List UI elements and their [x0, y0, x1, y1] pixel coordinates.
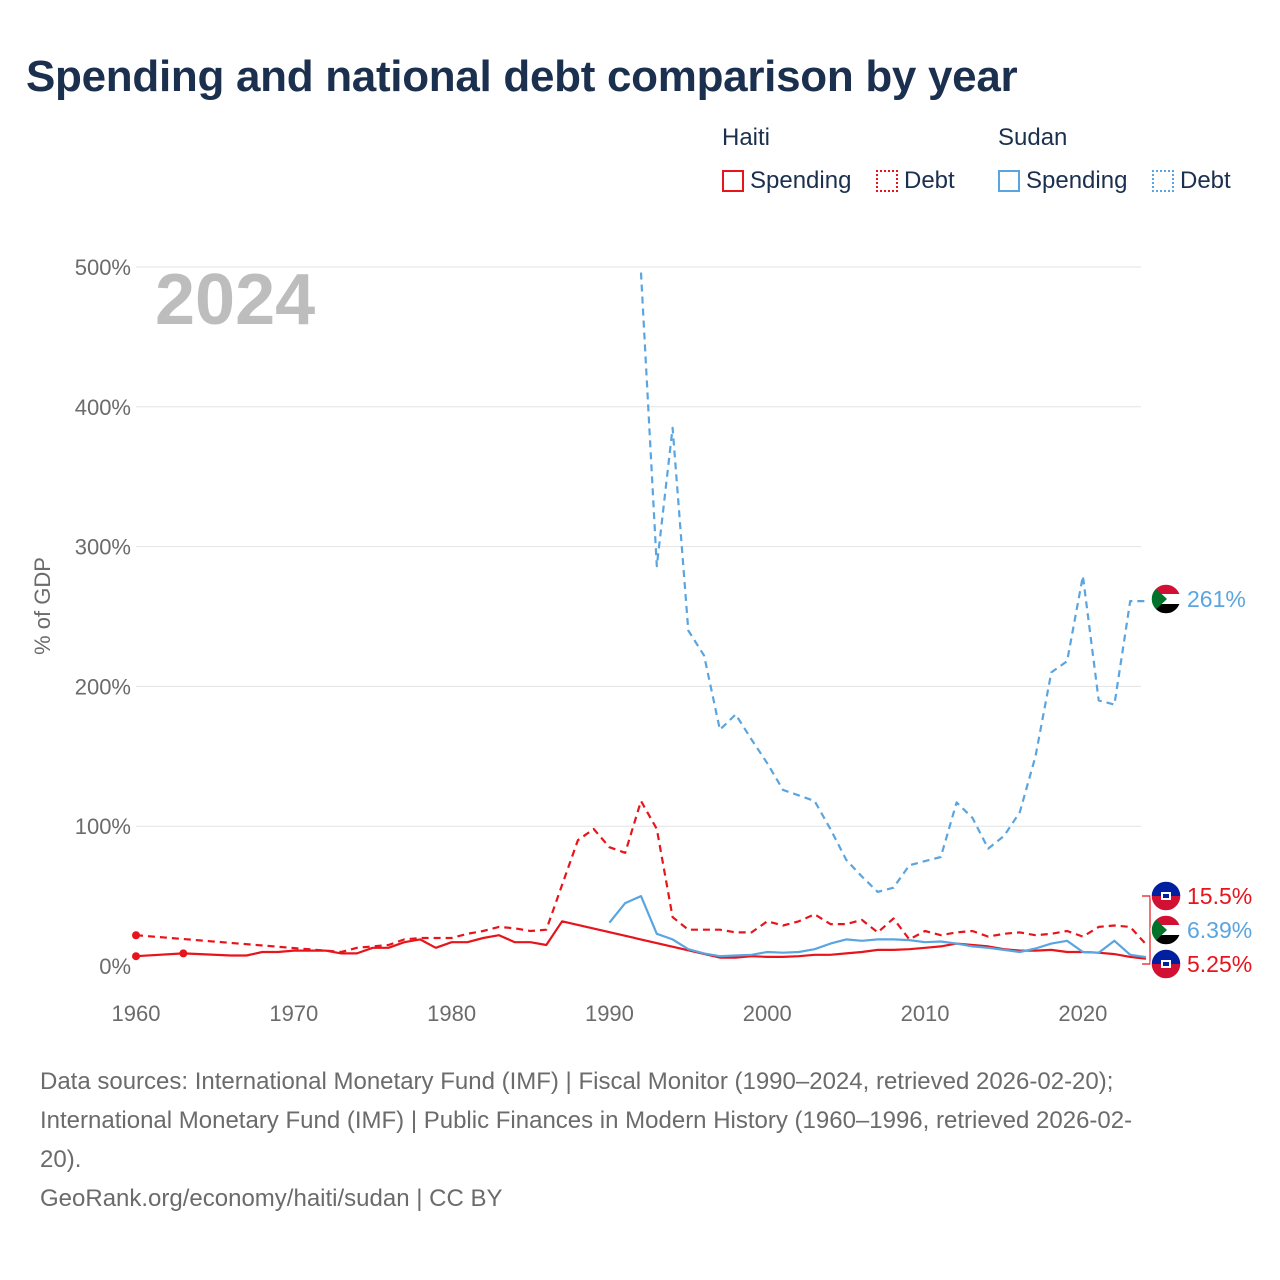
end-label-haiti: 5.25% — [1187, 951, 1252, 977]
y-tick-label: 100% — [75, 814, 131, 839]
x-tick-label: 1990 — [585, 1001, 634, 1026]
x-tick-label: 1960 — [112, 1001, 161, 1026]
x-tick-label: 1970 — [269, 1001, 318, 1026]
sudan-flag-icon — [1150, 914, 1182, 946]
legend-label: Debt — [1180, 167, 1231, 194]
legend-group-haiti: Haiti — [722, 124, 771, 151]
gridlines — [136, 266, 1141, 827]
x-tick-label: 2020 — [1058, 1001, 1107, 1026]
end-label-sudan: 6.39% — [1187, 917, 1252, 943]
sudan-flag-icon — [1150, 583, 1182, 615]
y-tick-label: 300% — [75, 535, 131, 560]
year-label: 2024 — [155, 260, 315, 340]
series-lines — [132, 272, 1147, 961]
legend-swatch-solid — [998, 170, 1020, 192]
x-tick-label: 1980 — [427, 1001, 476, 1026]
y-axis-labels: 0% 100% 200% 300% 400% 500% — [75, 255, 131, 979]
haiti-flag-icon — [1150, 948, 1182, 980]
legend-label: Spending — [1026, 167, 1128, 194]
x-tick-label: 2000 — [743, 1001, 792, 1026]
series-sudan-spending[interactable] — [608, 895, 1147, 959]
chart-title: Spending and national debt comparison by… — [26, 52, 1018, 101]
y-tick-label: 500% — [75, 255, 131, 280]
y-axis-title: % of GDP — [30, 557, 55, 655]
footer-source-3: 20). — [40, 1146, 82, 1173]
legend-sudan-debt[interactable]: Debt — [1152, 166, 1231, 196]
series-haiti-debt[interactable] — [135, 799, 1147, 954]
legend-label: Spending — [750, 167, 852, 194]
legend-haiti-debt[interactable]: Debt — [876, 166, 955, 196]
end-label-haiti: 15.5% — [1187, 883, 1252, 909]
series-haiti-spending[interactable] — [135, 920, 1147, 960]
point-haiti-spending-start — [132, 952, 140, 961]
haiti-flag-icon — [1150, 880, 1182, 912]
legend-swatch-dotted — [1152, 170, 1174, 192]
footer-source-2: International Monetary Fund (IMF) | Publ… — [40, 1107, 1133, 1134]
end-label-sudan: 261% — [1187, 586, 1246, 612]
legend-swatch-solid — [722, 170, 744, 192]
legend-swatch-dotted — [876, 170, 898, 192]
y-tick-label: 0% — [99, 954, 131, 979]
legend-haiti-spending[interactable]: Spending — [722, 166, 851, 196]
x-axis-labels: 1960 1970 1980 1990 2000 2010 2020 — [112, 1001, 1108, 1026]
point-haiti-debt-isolated — [179, 949, 188, 958]
y-tick-label: 400% — [75, 395, 131, 420]
legend-label: Debt — [904, 167, 955, 194]
end-labels: 261% 15.5% 6.39% 5.25% — [1142, 583, 1252, 980]
legend-group-sudan: Sudan — [998, 124, 1068, 151]
point-haiti-debt-start — [132, 931, 140, 940]
label-bracket — [1142, 895, 1151, 965]
legend-sudan-spending[interactable]: Spending — [998, 166, 1127, 196]
y-tick-label: 200% — [75, 674, 131, 699]
series-sudan-debt[interactable] — [639, 272, 1146, 893]
footer-source-1: Data sources: International Monetary Fun… — [40, 1068, 1114, 1095]
footer-credit: GeoRank.org/economy/haiti/sudan | CC BY — [40, 1185, 503, 1212]
x-tick-label: 2010 — [901, 1001, 950, 1026]
